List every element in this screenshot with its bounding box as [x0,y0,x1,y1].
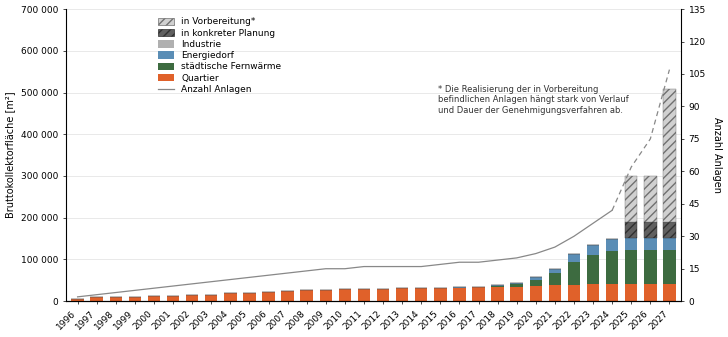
Bar [644,284,657,301]
Bar [148,296,160,301]
Bar [644,250,657,284]
Bar [529,277,542,280]
Bar [625,250,638,284]
Bar [606,251,618,284]
Bar [625,176,638,222]
Bar [472,287,485,301]
Bar [491,285,504,286]
Bar [109,297,122,301]
Bar [205,295,218,301]
Bar [282,291,294,301]
Bar [510,286,523,301]
Bar [167,296,179,301]
Bar [472,286,485,287]
Legend: in Vorbereitung*, in konkreter Planung, Industrie, Energiedorf, städtische Fernw: in Vorbereitung*, in konkreter Planung, … [157,17,282,95]
Bar [644,222,657,238]
Bar [491,287,504,301]
Bar [663,284,676,301]
Bar [320,290,332,301]
Bar [243,293,256,301]
Bar [625,238,638,250]
Bar [568,262,580,285]
Bar [129,297,141,301]
Text: * Die Realisierung der in Vorbereitung
befindlichen Anlagen hängt stark von Verl: * Die Realisierung der in Vorbereitung b… [438,85,629,115]
Bar [396,288,408,301]
Bar [663,222,676,238]
Bar [549,269,561,273]
Bar [625,222,638,238]
Bar [606,239,618,251]
Bar [377,289,389,301]
Bar [663,250,676,284]
Bar [587,255,599,284]
Bar [644,176,657,222]
Bar [644,238,657,250]
Bar [415,288,427,301]
Bar [663,89,676,222]
Bar [529,286,542,301]
Y-axis label: Anzahl Anlagen: Anzahl Anlagen [713,117,722,193]
Y-axis label: Bruttokollektorfläche [m²]: Bruttokollektorfläche [m²] [6,92,15,218]
Bar [587,284,599,301]
Bar [606,284,618,301]
Bar [262,292,274,301]
Bar [71,299,84,301]
Bar [186,295,198,301]
Bar [587,245,599,255]
Bar [625,284,638,301]
Bar [510,284,523,286]
Bar [568,285,580,301]
Bar [663,238,676,250]
Bar [357,289,370,301]
Bar [529,280,542,286]
Bar [224,294,237,301]
Bar [301,290,313,301]
Bar [549,285,561,301]
Bar [339,289,351,301]
Bar [568,254,580,262]
Bar [90,298,103,301]
Bar [491,286,504,287]
Bar [510,283,523,284]
Bar [454,288,466,301]
Bar [549,273,561,285]
Bar [434,288,446,301]
